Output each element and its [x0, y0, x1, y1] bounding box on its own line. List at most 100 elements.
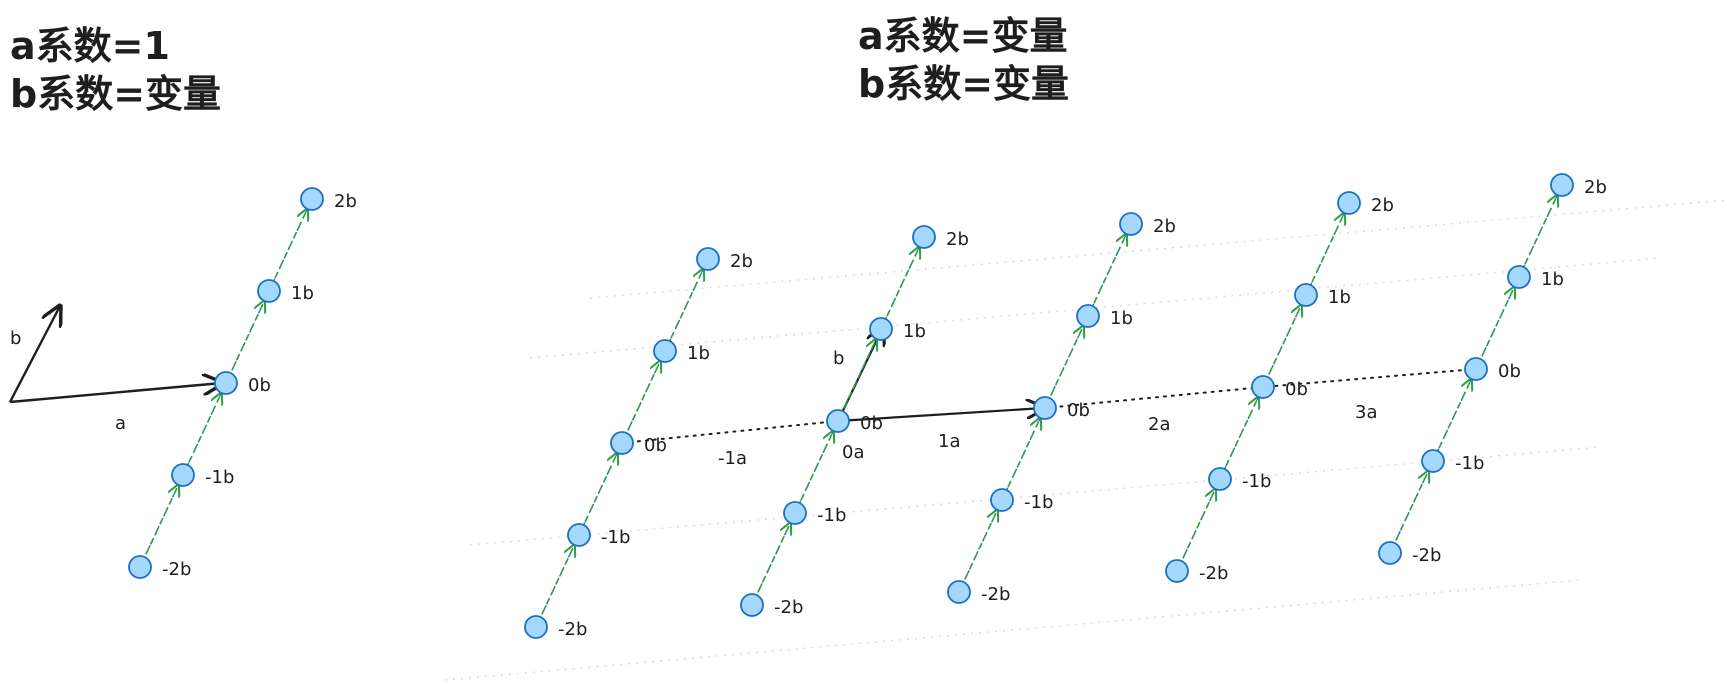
- right-column-3-node: [1294, 283, 1318, 307]
- right-column-1-node-label: -2b: [774, 597, 803, 618]
- right-column-0-node: [567, 523, 591, 547]
- right-column-0-node: [696, 247, 720, 271]
- left-column-node: [257, 279, 281, 303]
- right-column-4-node-label: 2b: [1584, 177, 1607, 198]
- right-heading-line2: b系数=变量: [858, 62, 1070, 106]
- right-column-3-step-arrow: [1220, 397, 1258, 477]
- right-column-2-node: [990, 488, 1014, 512]
- guide-line-2: [469, 446, 1601, 546]
- right-heading-line1: a系数=变量: [858, 14, 1068, 58]
- right-column-4-step-arrow: [1476, 287, 1514, 367]
- basis-b-arrow: [8, 306, 60, 403]
- right-column-2-step-arrow: [1002, 418, 1040, 498]
- right-column-3-node-label: 2b: [1371, 195, 1394, 216]
- point-columns: -2b-1b0b1b2b-2b-1b0b1b2b-2b-1b0b1b2b-2b-…: [128, 173, 1607, 640]
- left-column-step-arrow: [140, 485, 178, 565]
- right-column-3-step-arrow: [1306, 213, 1344, 293]
- right-column-2-node: [1119, 212, 1143, 236]
- right-column-4-node-label: 1b: [1541, 269, 1564, 290]
- right-column-4: -2b -1b 0b 1b 2b: [1378, 173, 1607, 566]
- right-column-0-node-label: -2b: [558, 619, 587, 640]
- a-coefficient-label-4: 3a: [1355, 402, 1377, 423]
- right-column-1-node-label: 1b: [903, 321, 926, 342]
- right-column-1-node-label: 0b: [860, 413, 883, 434]
- right-column-3-node-label: -1b: [1242, 471, 1271, 492]
- right-column-3-step-arrow: [1263, 305, 1301, 385]
- right-column-0-step-arrow: [536, 545, 574, 625]
- right-column-0-step-arrow: [622, 361, 660, 441]
- vector-b-label: b: [833, 348, 844, 369]
- right-column-3-node: [1165, 559, 1189, 583]
- right-column-0-node-label: 1b: [687, 343, 710, 364]
- right-column-4-node: [1550, 173, 1574, 197]
- left-column-node-label: 2b: [334, 191, 357, 212]
- right-column-2-node-label: 2b: [1153, 216, 1176, 237]
- right-column-0-node: [653, 339, 677, 363]
- right-column-4-node-label: -2b: [1412, 545, 1441, 566]
- right-column-3-node-label: 0b: [1285, 379, 1308, 400]
- left-column-node: [171, 463, 195, 487]
- guide-line-3: [444, 579, 1581, 681]
- right-column-1-node: [826, 409, 850, 433]
- left-column: -2b -1b 0b 1b 2b: [128, 187, 357, 580]
- right-column-1-node-label: -1b: [817, 505, 846, 526]
- right-column-1-node: [912, 225, 936, 249]
- right-column-4-node-label: 0b: [1498, 361, 1521, 382]
- right-column-0-node: [524, 615, 548, 639]
- right-column-3-node: [1251, 375, 1275, 399]
- guide-line-1: [529, 257, 1661, 359]
- right-column-1-node: [869, 317, 893, 341]
- a-coefficient-label-1: 0a: [842, 442, 864, 463]
- left-column-node: [300, 187, 324, 211]
- right-column-0: -2b -1b 0b 1b 2b: [524, 247, 753, 640]
- left-heading-line1: a系数=1: [10, 24, 170, 68]
- right-column-2-step-arrow: [1045, 326, 1083, 406]
- right-column-2-node: [1076, 304, 1100, 328]
- a-coefficient-label-3: 2a: [1148, 414, 1170, 435]
- right-column-0-step-arrow: [665, 269, 703, 349]
- left-column-node-label: 1b: [291, 283, 314, 304]
- vector-a-arrow: [837, 408, 1044, 423]
- basis-a-arrow: [9, 383, 222, 404]
- left-column-node: [214, 371, 238, 395]
- right-column-3-node-label: -2b: [1199, 563, 1228, 584]
- right-column-1-node: [783, 501, 807, 525]
- a-coefficient-label-0: -1a: [718, 448, 747, 469]
- right-column-0-node-label: -1b: [601, 527, 630, 548]
- left-column-node-label: 0b: [248, 375, 271, 396]
- right-column-3: -2b -1b 0b 1b 2b: [1165, 191, 1394, 584]
- right-column-0-node-label: 0b: [644, 435, 667, 456]
- a-coefficient-label-2: 1a: [938, 431, 960, 452]
- basis-b-label: b: [10, 328, 21, 349]
- right-column-4-node: [1421, 449, 1445, 473]
- left-column-step-arrow: [183, 393, 221, 473]
- right-column-1: -2b -1b 0b 1b 2b: [740, 225, 969, 618]
- right-column-2-node: [947, 580, 971, 604]
- right-column-3-step-arrow: [1177, 489, 1215, 569]
- right-column-2: -2b -1b 0b 1b 2b: [947, 212, 1176, 605]
- right-column-0-node: [610, 431, 634, 455]
- right-column-1-step-arrow: [881, 247, 919, 327]
- right-column-2-step-arrow: [959, 510, 997, 590]
- right-column-2-node-label: -1b: [1024, 492, 1053, 513]
- right-column-1-step-arrow: [795, 431, 833, 511]
- left-heading-line2: b系数=变量: [10, 72, 222, 116]
- left-column-node: [128, 555, 152, 579]
- right-column-4-node: [1507, 265, 1531, 289]
- right-column-4-node: [1378, 541, 1402, 565]
- right-column-2-node: [1033, 396, 1057, 420]
- right-column-1-node-label: 2b: [946, 229, 969, 250]
- right-column-4-step-arrow: [1390, 471, 1428, 551]
- right-column-3-node: [1208, 467, 1232, 491]
- left-column-node-label: -1b: [205, 467, 234, 488]
- right-column-2-node-label: 0b: [1067, 400, 1090, 421]
- right-column-0-node-label: 2b: [730, 251, 753, 272]
- right-column-2-node-label: -2b: [981, 584, 1010, 605]
- basis-a-label: a: [115, 413, 126, 434]
- right-column-4-node-label: -1b: [1455, 453, 1484, 474]
- right-column-3-node-label: 1b: [1328, 287, 1351, 308]
- left-column-node-label: -2b: [162, 559, 191, 580]
- right-column-2-step-arrow: [1088, 234, 1126, 314]
- right-column-2-node-label: 1b: [1110, 308, 1133, 329]
